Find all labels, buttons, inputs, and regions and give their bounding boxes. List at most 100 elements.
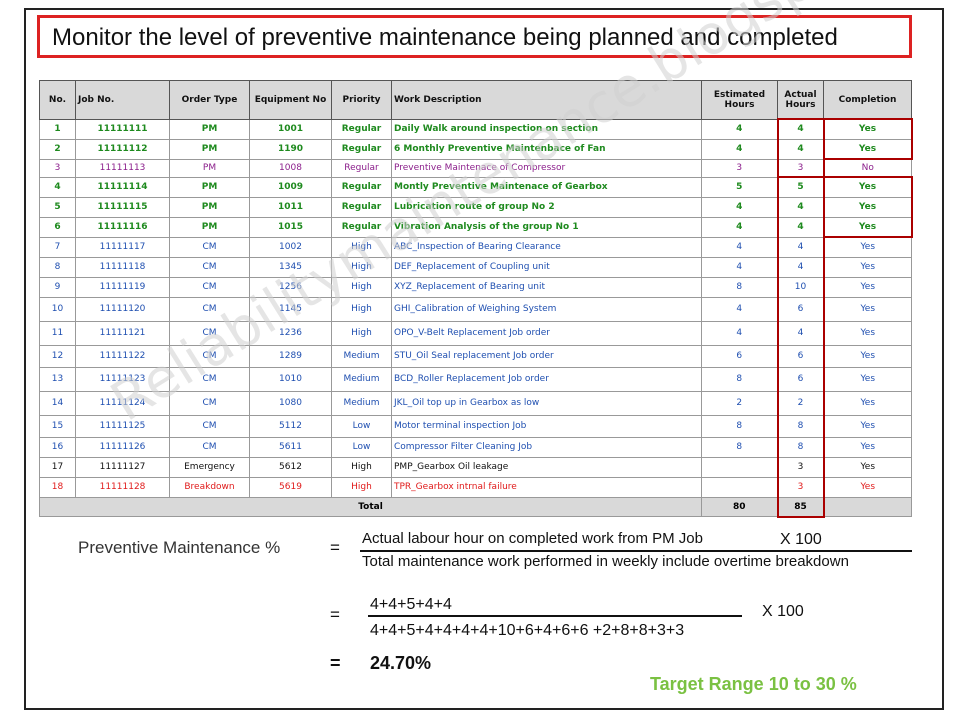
completion: No <box>823 158 912 178</box>
work-description: Lubrication route of group No 2 <box>391 196 702 218</box>
order-type: Emergency <box>169 456 250 478</box>
target-range: Target Range 10 to 30 % <box>650 674 857 694</box>
row-no: 3 <box>39 158 76 178</box>
estimated-hours: 4 <box>701 256 778 278</box>
formula-denominator: Total maintenance work performed in week… <box>362 553 849 570</box>
priority: High <box>331 320 392 346</box>
table-row: 10 11111120 CM 1145 High GHI_Calibration of W… <box>39 296 912 322</box>
equipment-no: 1002 <box>249 236 332 258</box>
formula-label: Preventive Maintenance % <box>78 538 281 557</box>
order-type: PM <box>169 118 250 140</box>
job-no: 11111124 <box>75 390 170 416</box>
table-row: 18 11111128 Breakdown 5619 High TPR_Gearbox i… <box>39 476 912 498</box>
equipment-no: 1015 <box>249 216 332 238</box>
completion: Yes <box>823 118 913 140</box>
estimated-hours: 2 <box>701 390 778 416</box>
job-no: 11111117 <box>75 236 170 258</box>
table-row: 14 11111124 CM 1080 Medium JKL_Oil top up in … <box>39 390 912 416</box>
work-description: Preventive Maintenace of Compressor <box>391 158 702 178</box>
row-no: 6 <box>39 216 76 238</box>
row-no: 14 <box>39 390 76 416</box>
estimated-hours: 5 <box>701 176 778 198</box>
priority: Regular <box>331 216 392 238</box>
work-description: OPO_V-Belt Replacement Job order <box>391 320 702 346</box>
priority: Medium <box>331 390 392 416</box>
order-type: Breakdown <box>169 476 250 498</box>
priority: Medium <box>331 366 392 392</box>
row-no: 7 <box>39 236 76 258</box>
row-no: 12 <box>39 344 76 368</box>
row-no: 1 <box>39 118 76 140</box>
priority: Regular <box>331 196 392 218</box>
actual-hours: 8 <box>776 436 825 458</box>
row-no: 10 <box>39 296 76 322</box>
job-no: 11111112 <box>75 138 170 160</box>
table-row: 3 11111113 PM 1008 Regular Preventive Mainten… <box>39 158 912 178</box>
actual-hours: 4 <box>776 320 825 346</box>
order-type: CM <box>169 276 250 298</box>
priority: Regular <box>331 118 392 140</box>
work-description: BCD_Roller Replacement Job order <box>391 366 702 392</box>
priority: Low <box>331 436 392 458</box>
job-no: 11111119 <box>75 276 170 298</box>
estimated-hours: 8 <box>701 276 778 298</box>
estimated-hours: 4 <box>701 296 778 322</box>
slide-frame <box>24 8 944 710</box>
completion: Yes <box>823 366 912 392</box>
fraction-line-1 <box>360 550 912 552</box>
col-completion: Completion <box>823 80 912 120</box>
completion: Yes <box>823 196 913 218</box>
col-actual-hours: Actual Hours <box>777 80 824 120</box>
work-description: GHI_Calibration of Weighing System <box>391 296 702 322</box>
actual-hours: 6 <box>776 344 825 368</box>
actual-hours: 2 <box>776 390 825 416</box>
table-row: 13 11111123 CM 1010 Medium BCD_Roller Replace… <box>39 366 912 392</box>
formula-result: 24.70% <box>370 653 432 673</box>
equipment-no: 1080 <box>249 390 332 416</box>
equipment-no: 1145 <box>249 296 332 322</box>
col-priority: Priority <box>331 80 392 120</box>
completion: Yes <box>823 436 912 458</box>
fraction-line-2 <box>368 615 742 617</box>
completion: Yes <box>823 414 912 438</box>
priority: High <box>331 256 392 278</box>
table-row: 15 11111125 CM 5112 Low Motor terminal inspec… <box>39 414 912 438</box>
equipment-no: 1190 <box>249 138 332 160</box>
row-no: 5 <box>39 196 76 218</box>
work-description: Montly Preventive Maintenace of Gearbox <box>391 176 702 198</box>
order-type: CM <box>169 256 250 278</box>
order-type: CM <box>169 320 250 346</box>
priority: Medium <box>331 344 392 368</box>
row-no: 15 <box>39 414 76 438</box>
priority: High <box>331 236 392 258</box>
table-row: 12 11111122 CM 1289 Medium STU_Oil Seal repla… <box>39 344 912 368</box>
row-no: 9 <box>39 276 76 298</box>
row-no: 4 <box>39 176 76 198</box>
total-actual: 85 <box>776 496 825 518</box>
col-equipment-no: Equipment No <box>249 80 332 120</box>
work-description: Compressor Filter Cleaning Job <box>391 436 702 458</box>
row-no: 16 <box>39 436 76 458</box>
order-type: CM <box>169 390 250 416</box>
total-label: Total <box>39 496 702 517</box>
times-100-2: X 100 <box>762 603 804 620</box>
job-no: 11111114 <box>75 176 170 198</box>
completion: Yes <box>823 138 913 160</box>
work-description: STU_Oil Seal replacement Job order <box>391 344 702 368</box>
job-no: 11111113 <box>75 158 170 178</box>
order-type: PM <box>169 196 250 218</box>
table-row: 9 11111119 CM 1256 High XYZ_Replacement of Be… <box>39 276 912 298</box>
col-job-no: Job No. <box>75 80 170 120</box>
actual-hours: 3 <box>776 476 825 498</box>
work-description: TPR_Gearbox intrnal failure <box>391 476 702 498</box>
equipment-no: 5611 <box>249 436 332 458</box>
equipment-no: 5112 <box>249 414 332 438</box>
equals-sign-3: = <box>330 653 341 673</box>
equipment-no: 1010 <box>249 366 332 392</box>
estimated-hours: 4 <box>701 216 778 238</box>
actual-hours: 8 <box>776 414 825 438</box>
work-description: DEF_Replacement of Coupling unit <box>391 256 702 278</box>
actual-hours: 10 <box>776 276 825 298</box>
completion: Yes <box>823 390 912 416</box>
estimated-hours: 6 <box>701 344 778 368</box>
